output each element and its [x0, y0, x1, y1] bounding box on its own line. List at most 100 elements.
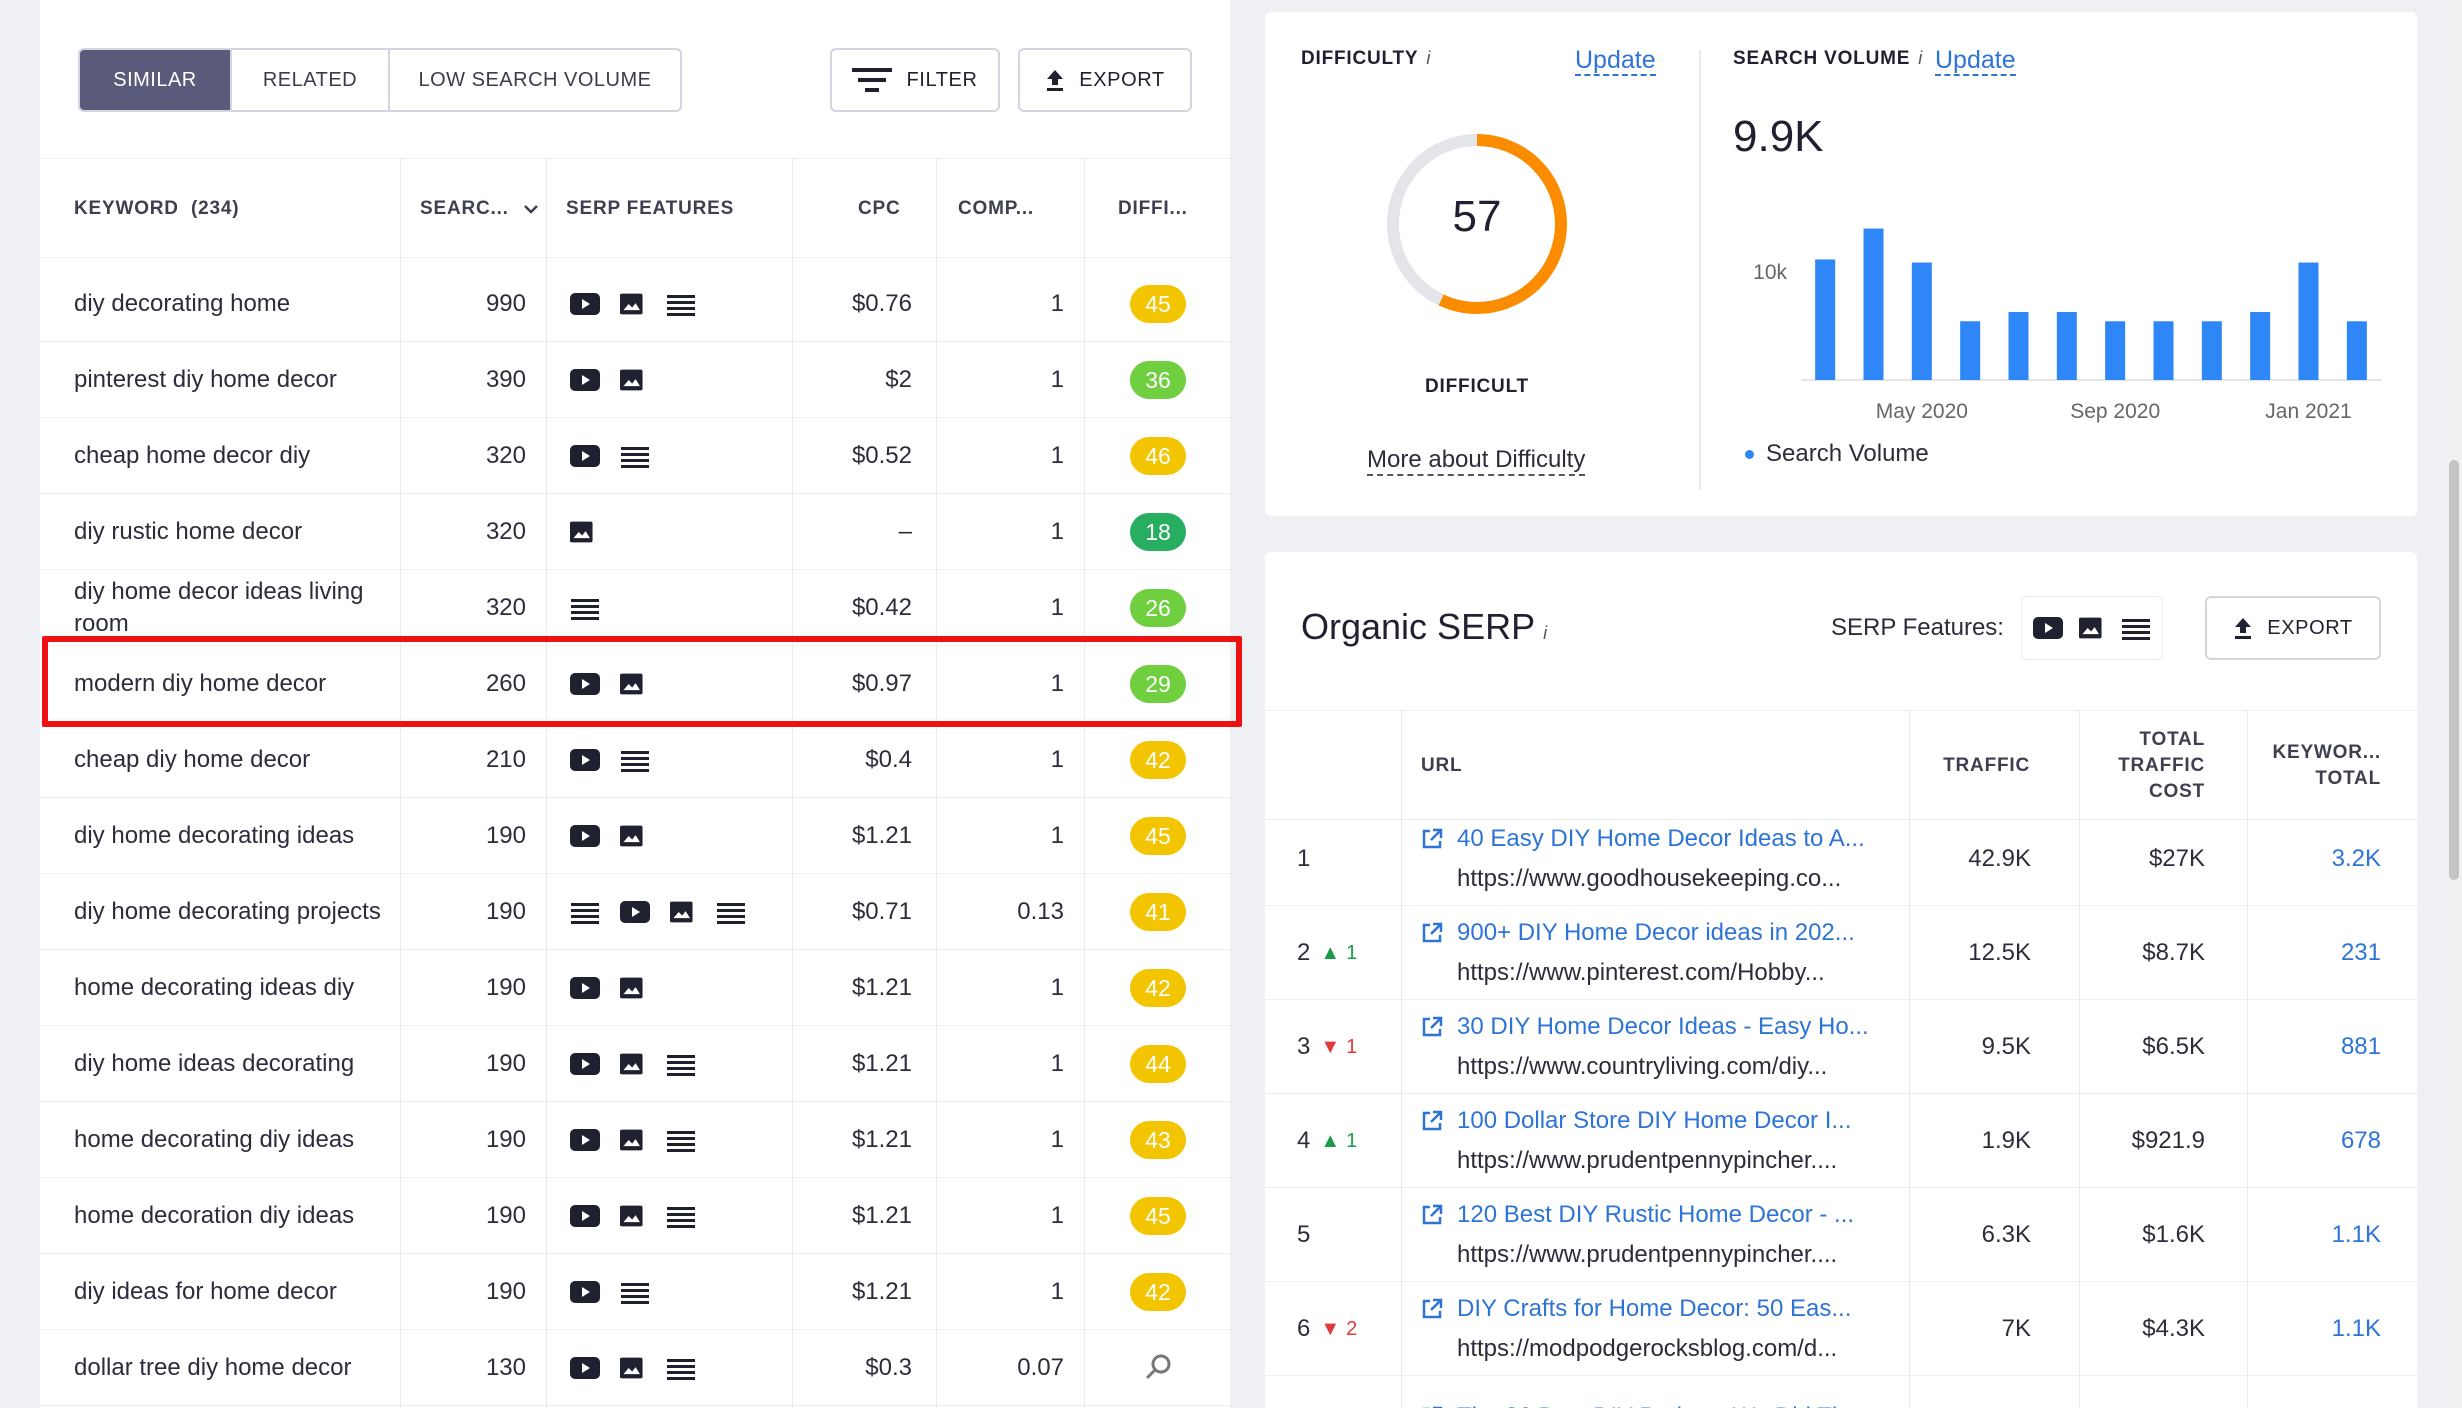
- list-icon[interactable]: [570, 900, 600, 924]
- serp-title-link[interactable]: 40 Easy DIY Home Decor Ideas to A...: [1457, 825, 1865, 852]
- col-keywords-total[interactable]: KEYWOR... TOTAL: [2272, 742, 2381, 789]
- keyword-cell[interactable]: modern diy home decor: [74, 670, 327, 697]
- video-icon[interactable]: [570, 748, 600, 772]
- video-icon[interactable]: [570, 672, 600, 696]
- keywords-total-link[interactable]: 231: [2340, 939, 2381, 966]
- list-icon[interactable]: [666, 1204, 696, 1228]
- external-link-icon[interactable]: [1421, 828, 1443, 850]
- image-icon[interactable]: [620, 1204, 646, 1228]
- keywords-total-link[interactable]: 3.2K: [2331, 845, 2381, 872]
- serp-row[interactable]: The 36 Best DIY Projects We Did Th...: [1265, 1376, 2417, 1408]
- col-serp-features[interactable]: SERP FEATURES: [566, 198, 735, 219]
- image-icon[interactable]: [620, 292, 646, 316]
- external-link-icon[interactable]: [1421, 1016, 1443, 1038]
- serp-row[interactable]: 1 40 Easy DIY Home Decor Ideas to A... h…: [1265, 812, 2417, 906]
- keyword-cell[interactable]: home decoration diy ideas: [74, 1202, 355, 1229]
- col-traffic[interactable]: TRAFFIC: [1943, 755, 2030, 776]
- external-link-icon[interactable]: [1421, 1298, 1443, 1320]
- keywords-total-link[interactable]: [2265, 1376, 2381, 1408]
- col-search-volume[interactable]: SEARC...: [420, 159, 539, 259]
- tab-similar[interactable]: SIMILAR: [80, 50, 232, 110]
- table-row[interactable]: diy home decor ideas living room 320 $0.…: [40, 570, 1230, 646]
- page-scrollbar-thumb[interactable]: [2449, 460, 2459, 880]
- keyword-cell[interactable]: diy home decorating ideas: [74, 822, 355, 849]
- keywords-total-link[interactable]: 1.1K: [2331, 1315, 2381, 1342]
- serp-title-link[interactable]: 100 Dollar Store DIY Home Decor I...: [1457, 1107, 1852, 1134]
- video-icon[interactable]: [570, 1052, 600, 1076]
- keyword-cell[interactable]: diy home decor ideas living room: [74, 578, 364, 637]
- list-icon[interactable]: [716, 900, 746, 924]
- tab-related[interactable]: RELATED: [232, 50, 390, 110]
- keyword-cell[interactable]: diy home ideas decorating: [74, 1050, 355, 1077]
- keyword-cell[interactable]: cheap diy home decor: [74, 746, 311, 773]
- col-url[interactable]: URL: [1421, 755, 1463, 776]
- keyword-cell[interactable]: diy home decorating projects: [74, 898, 381, 925]
- col-cpc[interactable]: CPC: [858, 198, 901, 219]
- serp-title-link[interactable]: 30 DIY Home Decor Ideas - Easy Ho...: [1457, 1013, 1869, 1040]
- keyword-cell[interactable]: diy ideas for home decor: [74, 1278, 337, 1305]
- export-button[interactable]: EXPORT: [1018, 48, 1192, 112]
- keyword-cell[interactable]: diy rustic home decor: [74, 518, 303, 545]
- table-row[interactable]: dollar tree diy home decor 130 $0.3 0.07: [40, 1330, 1230, 1406]
- image-icon[interactable]: [620, 672, 646, 696]
- image-icon[interactable]: [620, 1356, 646, 1380]
- list-icon[interactable]: [620, 1280, 650, 1304]
- image-icon[interactable]: [2079, 616, 2105, 640]
- table-row[interactable]: home decoration diy ideas 190 $1.21 1 45: [40, 1178, 1230, 1254]
- image-icon[interactable]: [670, 900, 696, 924]
- list-icon[interactable]: [666, 1128, 696, 1152]
- video-icon[interactable]: [570, 1204, 600, 1228]
- serp-title-link[interactable]: The 36 Best DIY Projects We Did Th...: [1457, 1403, 1865, 1408]
- search-volume-update-link[interactable]: Update: [1935, 46, 2016, 76]
- keywords-total-link[interactable]: 1.1K: [2331, 1221, 2381, 1248]
- keyword-cell[interactable]: diy decorating home: [74, 290, 291, 317]
- tab-low-search-volume[interactable]: LOW SEARCH VOLUME: [418, 68, 652, 91]
- table-row[interactable]: home decorating ideas diy 190 $1.21 1 42: [40, 950, 1230, 1026]
- video-icon[interactable]: [570, 444, 600, 468]
- video-icon[interactable]: [2033, 616, 2063, 640]
- keyword-cell[interactable]: home decorating diy ideas: [74, 1126, 355, 1153]
- table-row[interactable]: home decorating diy ideas 190 $1.21 1 43: [40, 1102, 1230, 1178]
- table-row[interactable]: pinterest diy home decor 390 $2 1 36: [40, 342, 1230, 418]
- keyword-cell[interactable]: cheap home decor diy: [74, 442, 311, 469]
- difficulty-update-link[interactable]: Update: [1575, 46, 1656, 76]
- table-row[interactable]: diy home decorating ideas 190 $1.21 1 45: [40, 798, 1230, 874]
- video-icon[interactable]: [570, 1280, 600, 1304]
- list-icon[interactable]: [2121, 616, 2151, 640]
- list-icon[interactable]: [620, 748, 650, 772]
- serp-row[interactable]: 3 ▼ 1 30 DIY Home Decor Ideas - Easy Ho...…: [1265, 1000, 2417, 1094]
- keyword-cell[interactable]: dollar tree diy home decor: [74, 1354, 352, 1381]
- video-icon[interactable]: [570, 368, 600, 392]
- keywords-total-link[interactable]: 678: [2340, 1127, 2381, 1154]
- table-row[interactable]: cheap home decor diy 320 $0.52 1 46: [40, 418, 1230, 494]
- list-icon[interactable]: [666, 1356, 696, 1380]
- image-icon[interactable]: [620, 976, 646, 1000]
- list-icon[interactable]: [666, 1052, 696, 1076]
- col-keyword[interactable]: KEYWORD (234): [74, 198, 240, 219]
- serp-row[interactable]: 5 120 Best DIY Rustic Home Decor - ... h…: [1265, 1188, 2417, 1282]
- serp-row[interactable]: 4 ▲ 1 100 Dollar Store DIY Home Decor I...…: [1265, 1094, 2417, 1188]
- keyword-cell[interactable]: pinterest diy home decor: [74, 366, 337, 393]
- image-icon[interactable]: [620, 1052, 646, 1076]
- list-icon[interactable]: [666, 292, 696, 316]
- table-row[interactable]: cheap diy home decor 210 $0.4 1 42: [40, 722, 1230, 798]
- keyword-cell[interactable]: home decorating ideas diy: [74, 974, 355, 1001]
- image-icon[interactable]: [570, 520, 596, 544]
- table-row[interactable]: diy home ideas decorating 190 $1.21 1 44: [40, 1026, 1230, 1102]
- external-link-icon[interactable]: [1421, 1204, 1443, 1226]
- video-icon[interactable]: [570, 824, 600, 848]
- list-icon[interactable]: [620, 444, 650, 468]
- col-difficulty[interactable]: DIFFI...: [1118, 198, 1188, 219]
- difficulty-search-icon[interactable]: [1144, 1352, 1174, 1387]
- external-link-icon[interactable]: [1421, 1110, 1443, 1132]
- more-about-difficulty-link[interactable]: More about Difficulty: [1367, 446, 1586, 476]
- serp-row[interactable]: 2 ▲ 1 900+ DIY Home Decor ideas in 202... …: [1265, 906, 2417, 1000]
- filter-button[interactable]: FILTER: [830, 48, 1000, 112]
- video-icon[interactable]: [570, 292, 600, 316]
- image-icon[interactable]: [620, 824, 646, 848]
- table-row[interactable]: diy rustic home decor 320 – 1 18: [40, 494, 1230, 570]
- external-link-icon[interactable]: [1421, 922, 1443, 944]
- col-total-traffic-cost[interactable]: TOTAL TRAFFIC COST: [2118, 729, 2205, 802]
- table-row[interactable]: diy decorating home 990 $0.76 1 45: [40, 266, 1230, 342]
- table-row[interactable]: diy home decorating projects 190 $0.71 0…: [40, 874, 1230, 950]
